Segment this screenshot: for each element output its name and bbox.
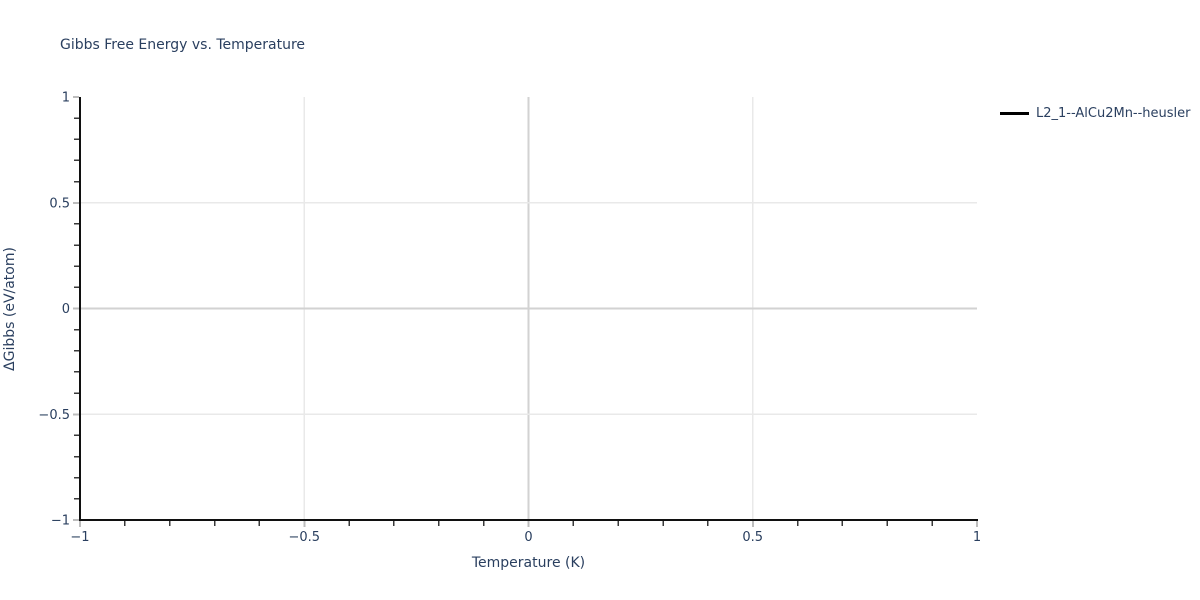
y-tick-label: 1	[62, 91, 70, 106]
x-tick-label: 0.5	[742, 530, 763, 545]
x-tick-label: 0	[524, 530, 532, 545]
y-tick-label: 0	[62, 302, 70, 317]
x-tick-label: −1	[70, 530, 89, 545]
chart-title: Gibbs Free Energy vs. Temperature	[60, 37, 306, 53]
legend-label: L2_1--AlCu2Mn--heusler	[1036, 106, 1191, 121]
y-tick-label: 0.5	[49, 196, 70, 211]
y-axis-title: ΔGibbs (eV/atom)	[2, 247, 18, 371]
y-tick-label: −1	[51, 514, 70, 529]
x-tick-label: −0.5	[288, 530, 320, 545]
legend-line-swatch	[1000, 112, 1029, 115]
y-tick-label: −0.5	[38, 408, 70, 423]
legend: L2_1--AlCu2Mn--heusler	[1000, 106, 1191, 121]
x-tick-label: 1	[973, 530, 981, 545]
x-axis-title: Temperature (K)	[471, 555, 586, 571]
